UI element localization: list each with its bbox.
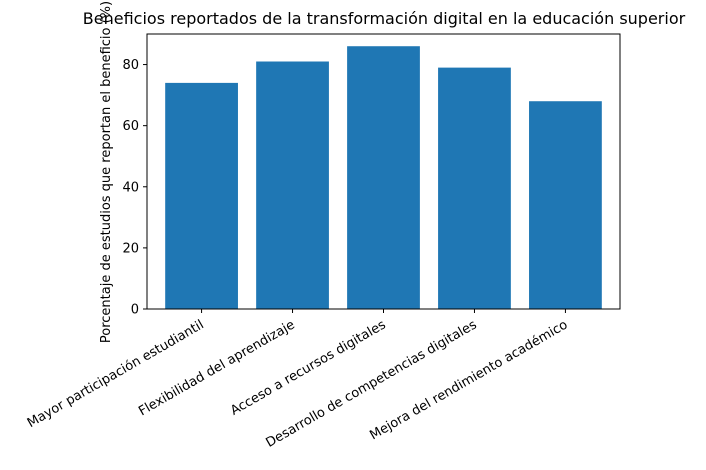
y-axis: 0 20 40 60 80 [122, 58, 147, 318]
y-tick-label: 0 [131, 303, 139, 318]
y-axis-label: Porcentaje de estudios que reportan el b… [99, 1, 114, 343]
x-tick-label: Acceso a recursos digitales [228, 317, 389, 418]
bar-1 [165, 82, 238, 309]
bar-5 [529, 101, 602, 309]
bar-2 [256, 61, 329, 309]
bar-4 [438, 67, 511, 309]
bar-3 [347, 46, 420, 309]
y-tick-label: 40 [122, 180, 139, 195]
y-tick-label: 60 [122, 119, 139, 134]
y-axis-label-group: Porcentaje de estudios que reportan el b… [99, 1, 114, 343]
x-tick-label: Mayor participación estudiantil [25, 317, 207, 431]
chart-title: Beneficios reportados de la transformaci… [83, 9, 686, 28]
bars-group [165, 46, 602, 309]
y-tick-label: 20 [122, 241, 139, 256]
x-tick-label: Flexibilidad del aprendizaje [136, 317, 297, 419]
y-tick-label: 80 [122, 58, 139, 73]
